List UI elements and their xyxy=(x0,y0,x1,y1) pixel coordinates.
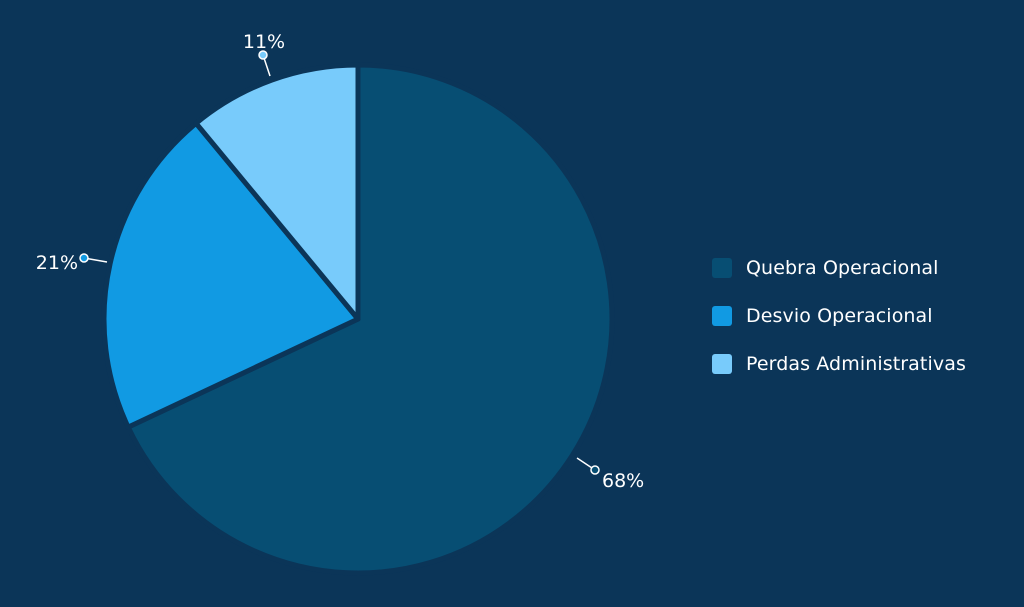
legend-swatch xyxy=(712,306,732,326)
legend-item-perdas-administrativas[interactable]: Perdas Administrativas xyxy=(712,350,966,378)
legend-label: Quebra Operacional xyxy=(746,257,939,279)
pie-slice-desvio-operacional[interactable] xyxy=(101,120,361,430)
legend-swatch xyxy=(712,354,732,374)
legend-item-desvio-operacional[interactable]: Desvio Operacional xyxy=(712,302,966,330)
legend-item-quebra-operacional[interactable]: Quebra Operacional xyxy=(712,254,966,282)
pie-slice-perdas-administrativas[interactable] xyxy=(193,62,361,322)
legend-label: Perdas Administrativas xyxy=(746,353,966,375)
legend-swatch xyxy=(712,258,732,278)
slice-label-quebra-operacional: 68% xyxy=(602,470,644,492)
slice-label-dot-perdas-administrativas xyxy=(258,50,268,60)
slice-label-dot-quebra-operacional xyxy=(590,465,600,475)
legend-label: Desvio Operacional xyxy=(746,305,933,327)
slice-label-desvio-operacional: 21% xyxy=(36,252,78,274)
slice-label-perdas-administrativas: 11% xyxy=(243,31,285,53)
pie-slice-quebra-operacional[interactable] xyxy=(125,62,615,576)
slice-label-dot-desvio-operacional xyxy=(79,253,89,263)
chart-legend: Quebra Operacional Desvio Operacional Perd… xyxy=(712,254,966,378)
